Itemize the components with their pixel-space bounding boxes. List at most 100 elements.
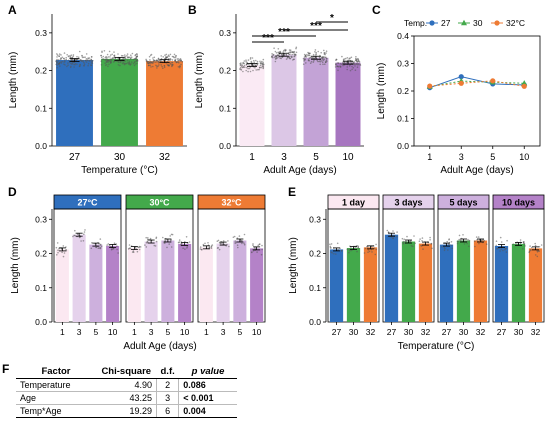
panel-d-point bbox=[65, 246, 67, 248]
panel-a-point bbox=[166, 64, 169, 66]
panel-a-point bbox=[169, 58, 172, 60]
panel-e-point bbox=[396, 231, 398, 233]
panel-b-point bbox=[336, 65, 339, 68]
panel-a-point bbox=[60, 54, 62, 56]
panel-a-point bbox=[111, 53, 113, 56]
panel-b-point bbox=[350, 61, 352, 63]
panel-a-point bbox=[147, 61, 150, 63]
panel-b-significance-label: * bbox=[330, 13, 334, 24]
panel-a-point bbox=[133, 64, 136, 67]
panel-a-point bbox=[130, 54, 132, 56]
panel-a-point bbox=[84, 56, 86, 58]
panel-e-point bbox=[367, 251, 369, 253]
panel-e-point bbox=[405, 240, 408, 243]
panel-b-point bbox=[278, 51, 281, 53]
panel-e-point bbox=[496, 248, 498, 250]
panel-d-x-tick-label: 1 bbox=[60, 327, 65, 337]
panel-d-point bbox=[129, 247, 132, 249]
panel-e-bar bbox=[528, 248, 543, 322]
panel-e-point bbox=[421, 240, 423, 242]
panel-e-point bbox=[441, 246, 443, 248]
panel-e-point bbox=[529, 245, 531, 247]
panel-d-facet-label: 30°C bbox=[149, 198, 170, 208]
panel-a-point bbox=[128, 63, 130, 65]
cell-chi-square: 19.29 bbox=[96, 404, 157, 418]
panel-d-point bbox=[62, 245, 65, 247]
cell-df: 6 bbox=[155, 404, 180, 418]
panel-b-point bbox=[293, 50, 296, 53]
panel-b-point bbox=[249, 57, 252, 59]
panel-e-point bbox=[447, 249, 449, 251]
panel-e-x-axis-label: Temperature (°C) bbox=[398, 341, 475, 352]
panel-a-point bbox=[160, 57, 163, 60]
panel-b-point bbox=[353, 62, 355, 64]
panel-b-point bbox=[261, 62, 264, 65]
panel-e-point bbox=[410, 245, 413, 247]
panel-b-point bbox=[245, 69, 247, 72]
panel-d-x-tick-label: 5 bbox=[166, 327, 171, 337]
column-header-p-value: p value bbox=[178, 365, 238, 379]
panel-d-point bbox=[128, 247, 131, 249]
panel-a-point bbox=[61, 56, 64, 59]
panel-e-point bbox=[495, 244, 498, 247]
panel-b-point bbox=[310, 60, 313, 63]
panel-d-point bbox=[113, 242, 116, 244]
panel-e-point bbox=[330, 243, 333, 245]
panel-b-point bbox=[324, 63, 326, 65]
panel-b-point bbox=[352, 66, 355, 69]
panel-a-point bbox=[90, 58, 92, 61]
panel-d-point bbox=[243, 233, 246, 236]
table-row: Temperature 4.90 2 0.086 bbox=[16, 378, 238, 392]
panel-e-y-axis-label: Length (mm) bbox=[288, 237, 299, 294]
panel-a-point bbox=[157, 59, 160, 61]
panel-a-point bbox=[132, 62, 135, 65]
panel-e-point bbox=[534, 254, 537, 256]
panel-a-point bbox=[150, 66, 152, 68]
panel-d-facet-label: 27°C bbox=[77, 198, 98, 208]
panel-a-point bbox=[56, 66, 58, 69]
panel-b-point bbox=[289, 57, 292, 60]
panel-d-point bbox=[82, 240, 85, 242]
panel-b-y-tick-label: 0.0 bbox=[219, 141, 231, 151]
panel-e-point bbox=[519, 239, 522, 241]
panel-b-point bbox=[262, 67, 265, 70]
panel-a-point bbox=[122, 57, 124, 60]
panel-b-point bbox=[315, 51, 318, 54]
panel-a-point bbox=[83, 65, 85, 67]
panel-b-point bbox=[348, 59, 350, 61]
panel-b-point bbox=[271, 53, 273, 55]
panel-a-point bbox=[178, 66, 181, 69]
panel-e-point bbox=[356, 250, 358, 253]
panel-b-point bbox=[242, 61, 244, 64]
panel-e-bar bbox=[418, 243, 433, 322]
panel-a-point bbox=[100, 54, 102, 57]
panel-b-point bbox=[280, 57, 283, 60]
panel-d-x-tick-label: 3 bbox=[77, 327, 82, 337]
panel-a-point bbox=[179, 58, 182, 60]
panel-a-point bbox=[100, 64, 103, 66]
panel-e-point bbox=[477, 240, 479, 242]
panel-b-letter: B bbox=[188, 3, 197, 17]
panel-e-point bbox=[418, 240, 421, 242]
panel-b-point bbox=[258, 68, 260, 71]
panel-b-point bbox=[354, 69, 357, 71]
table-row: Age 43.25 3 < 0.001 bbox=[16, 391, 238, 405]
panel-a-point bbox=[70, 56, 72, 59]
panel-b-point bbox=[309, 62, 312, 64]
panel-b-y-tick-label: 0.2 bbox=[219, 66, 231, 76]
panel-d-point bbox=[147, 237, 149, 239]
panel-d-point bbox=[169, 235, 171, 237]
panel-c-letter: C bbox=[372, 3, 381, 17]
panel-d-point bbox=[132, 250, 135, 252]
panel-e-point bbox=[500, 241, 503, 243]
panel-a-point bbox=[171, 61, 173, 64]
cell-factor: Age bbox=[16, 391, 96, 405]
panel-a-point bbox=[130, 57, 132, 60]
panel-d-point bbox=[236, 237, 239, 239]
panel-d-point bbox=[74, 234, 76, 237]
panel-b-point bbox=[321, 56, 324, 58]
panel-d-x-axis-label: Adult Age (days) bbox=[123, 341, 196, 352]
panel-c-legend-title: Temp. bbox=[404, 18, 427, 28]
panel-a-point bbox=[82, 60, 84, 63]
panel-d-point bbox=[56, 254, 58, 256]
